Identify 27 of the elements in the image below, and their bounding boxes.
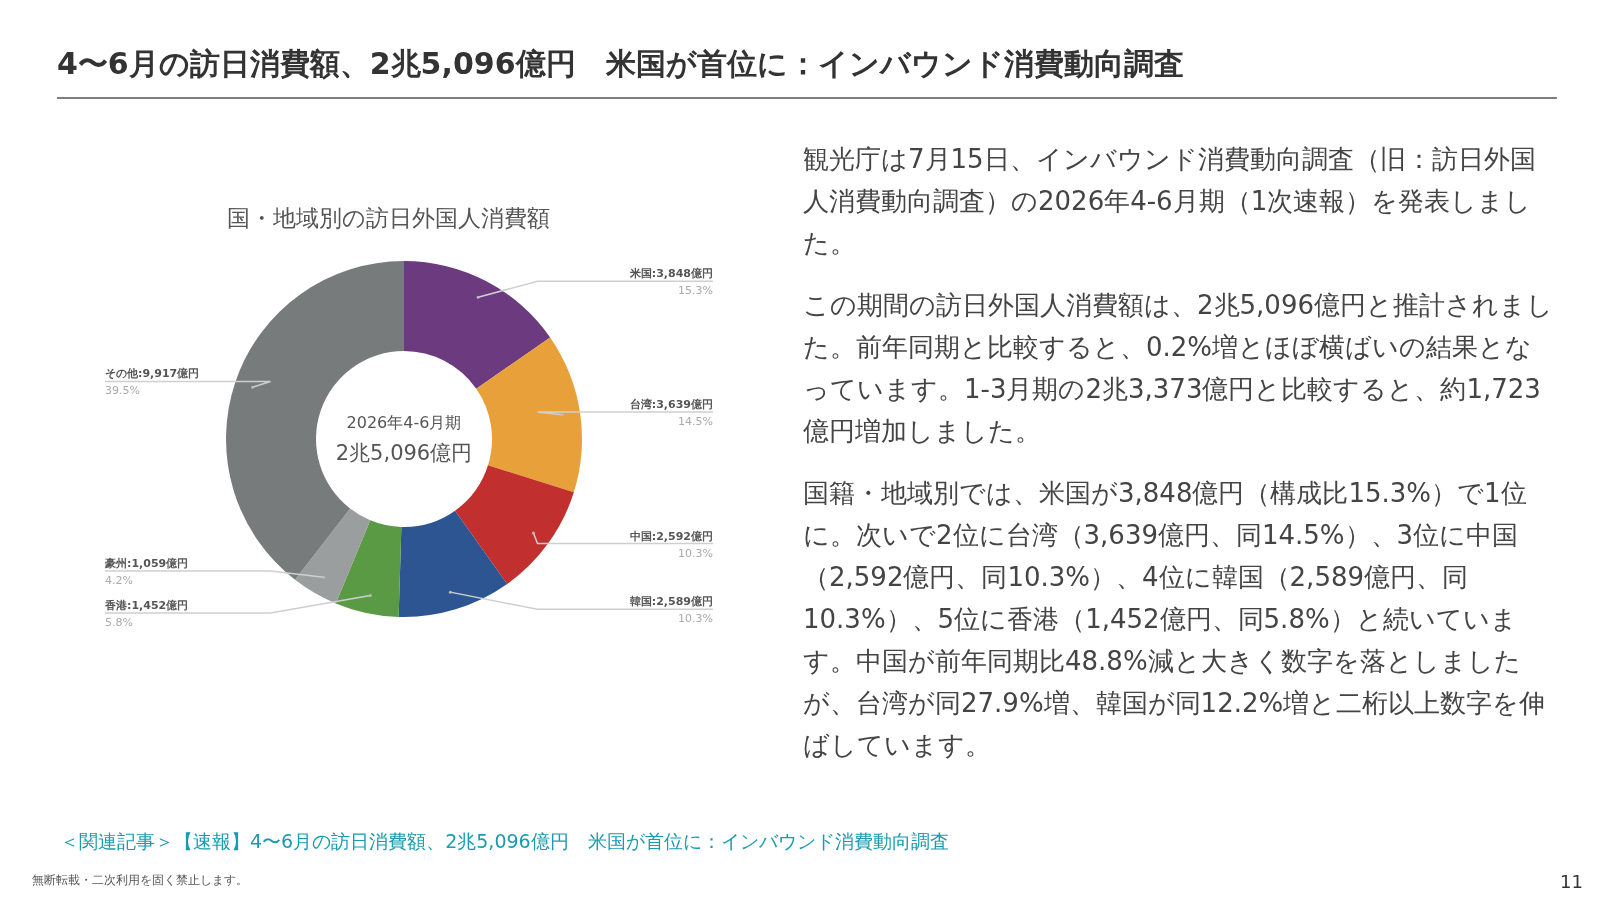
slice-label: 中国 (629, 529, 652, 543)
text: 11 (1560, 871, 1583, 892)
data-label: :2,589億円 10.3% (651, 595, 713, 626)
text: 国籍・地域別では、米国が3,848億円（構成比15.3%）で1位に。次いで2位に台湾（3,639億円、同14.5%）、3位に中国（2,592億円、同10.3%）、4位に韓国（2,589億円、同10.3%）、5位に香港（1,452億円、同5.8%）と続いています。中国が前年同期比48.8%減と大きく数字を落としましたが、台湾が同27.9%増、韓国が同12.2%増と二桁以上数字を伸ばしています。 (803, 477, 1547, 762)
chart-subtitle: 4〜6月の訪日消費額、2兆5,096億円 米国が首位に：インバウンド消費動向調査 (57, 46, 1184, 81)
slice-label: その他 (105, 367, 138, 381)
slice-label: 台湾 (629, 398, 652, 412)
donut-slice (295, 508, 371, 604)
donut-slice (455, 465, 574, 585)
donut-slice (335, 520, 402, 617)
data-label: :3,848億円 15.3% (651, 267, 713, 298)
slice-label: 香港 (105, 599, 127, 613)
text: この期間の訪日外国人消費額は、2兆5,096億円と推計されました。前年同期と比較すると、0.2%増とほぼ横ばいの結果となっています。1-3月期の2兆3,373億円と比較すると、約1,723億円増加しました。 (803, 289, 1553, 448)
text: 2兆5,096億円 (335, 441, 473, 465)
slice-label: 豪州 (105, 557, 127, 571)
donut-slice (404, 261, 551, 389)
slice-label: 米国 (629, 267, 652, 281)
data-label: :3,639億円 14.5% (651, 398, 713, 429)
donut-slice (398, 510, 508, 617)
text: ＜関連記事＞【速報】4〜6月の訪日消費額、2兆5,096億円 米国が首位に：インバウンド消費動向調査 (60, 830, 949, 852)
text: 観光庁は7月15日、インバウンド消費動向調査（旧：訪日外国人消費動向調査）の2026年4-6月期（1次速報）を発表しました。 (803, 143, 1537, 260)
donut-slice (476, 337, 582, 493)
text: 無断転載・二次利用を固く禁止します。 (32, 873, 248, 887)
text: 2026年4-6月期 (346, 413, 462, 432)
data-label: :2,592億円 10.3% (651, 529, 713, 560)
slice-label: 韓国 (629, 595, 652, 609)
chart-title: 国・地域別の訪日外国人消費額 (226, 205, 550, 231)
